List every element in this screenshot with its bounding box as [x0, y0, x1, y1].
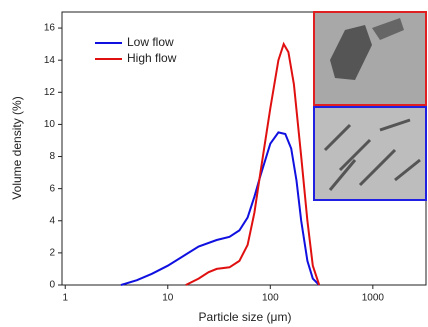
inset-images: [313, 11, 427, 201]
y-tick-label: 6: [49, 183, 55, 194]
series-line: [185, 41, 321, 286]
x-axis-label: Particle size (μm): [199, 310, 292, 324]
x-tick-label: 10: [162, 293, 174, 304]
y-tick-label: 14: [44, 55, 56, 66]
crystal: [330, 25, 372, 80]
y-tick-label: 16: [44, 23, 56, 34]
y-axis-label: Volume density (%): [10, 96, 24, 199]
y-tick-label: 10: [44, 119, 56, 130]
x-tick-label: 1000: [362, 293, 385, 304]
y-tick-label: 0: [49, 280, 55, 291]
y-tick-label: 8: [49, 151, 55, 162]
crystals: [323, 118, 421, 191]
x-tick-label: 100: [262, 293, 279, 304]
legend-label: High flow: [127, 51, 177, 65]
y-tick-label: 2: [49, 248, 55, 259]
legend-label: Low flow: [127, 35, 174, 49]
x-tick-label: 1: [62, 293, 68, 304]
crystal: [372, 18, 404, 40]
y-tick-label: 4: [49, 215, 55, 226]
y-tick-label: 12: [44, 87, 56, 98]
series-line: [120, 131, 320, 286]
